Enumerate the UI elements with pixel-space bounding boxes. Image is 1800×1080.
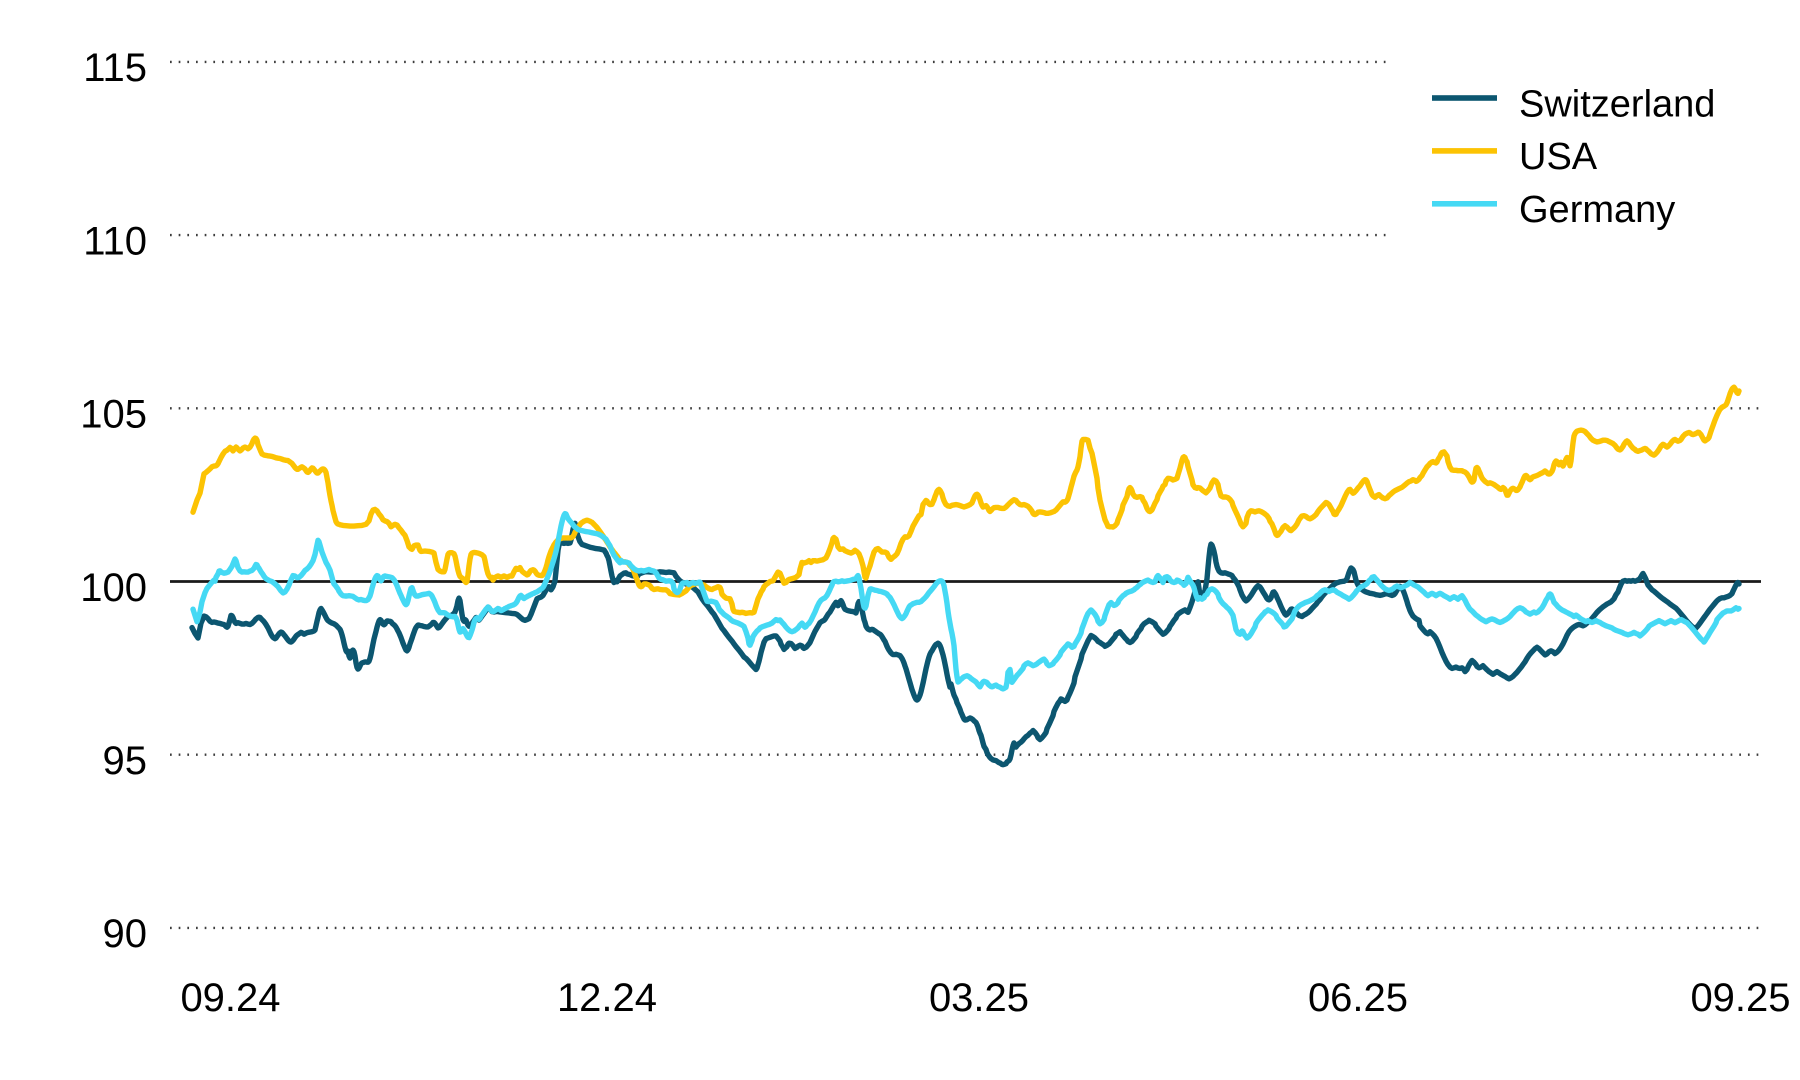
svg-text:09.24: 09.24 — [180, 976, 280, 1020]
svg-text:09.25: 09.25 — [1690, 976, 1790, 1020]
svg-text:Switzerland: Switzerland — [1519, 84, 1715, 126]
svg-text:03.25: 03.25 — [929, 976, 1029, 1020]
svg-text:110: 110 — [83, 219, 147, 263]
svg-text:105: 105 — [80, 393, 147, 437]
svg-text:90: 90 — [103, 912, 148, 956]
svg-text:USA: USA — [1519, 136, 1598, 178]
svg-text:95: 95 — [103, 739, 148, 783]
svg-text:06.25: 06.25 — [1308, 976, 1408, 1020]
svg-text:12.24: 12.24 — [557, 976, 657, 1020]
svg-text:Germany: Germany — [1519, 189, 1675, 231]
svg-text:115: 115 — [83, 46, 147, 90]
svg-text:100: 100 — [80, 566, 147, 610]
